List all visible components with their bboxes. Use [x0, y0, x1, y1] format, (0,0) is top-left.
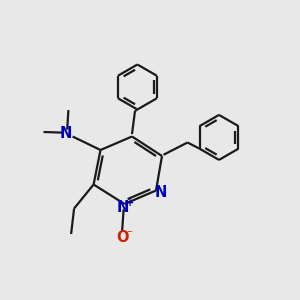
Text: N: N: [117, 200, 129, 214]
Text: O: O: [116, 230, 128, 244]
Text: N: N: [154, 185, 167, 200]
Text: N: N: [60, 126, 72, 141]
Text: +: +: [126, 198, 134, 208]
Text: ⁻: ⁻: [126, 229, 132, 239]
